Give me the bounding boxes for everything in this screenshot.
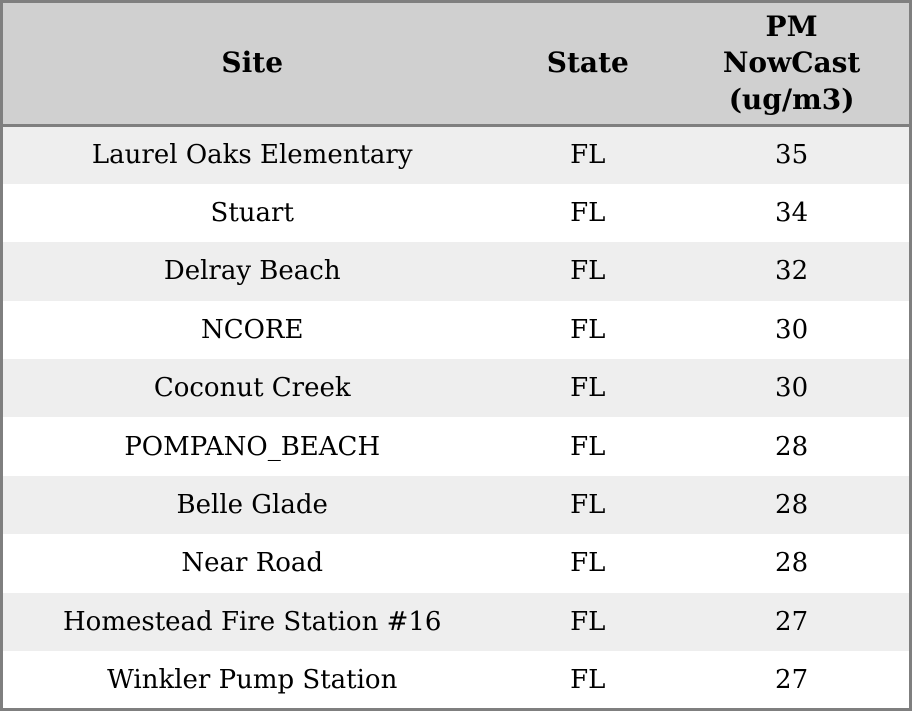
site-cell: POMPANO_BEACH — [124, 431, 381, 462]
table-row: POMPANO_BEACH FL 28 — [1, 417, 911, 476]
site-cell: NCORE — [200, 314, 304, 345]
state-cell: FL — [570, 548, 606, 579]
site-cell: Homestead Fire Station #16 — [63, 606, 442, 637]
state-cell: FL — [570, 256, 606, 287]
state-cell: FL — [570, 314, 606, 345]
col-header-site: Site — [1, 1, 502, 127]
table-row: Winkler Pump Station FL 27 — [1, 651, 911, 710]
pm-cell: 28 — [775, 431, 809, 462]
table-row: Belle Glade FL 28 — [1, 475, 911, 535]
col-header-state: State — [501, 1, 675, 127]
col-header-pm-nowcast-label: PM NowCast (ug/m3) — [722, 9, 861, 116]
table-row: Near Road FL 28 — [1, 534, 911, 593]
state-cell: FL — [570, 431, 606, 462]
pm-cell: 28 — [775, 548, 809, 579]
pm-cell: 32 — [775, 256, 809, 287]
table-row: Coconut Creek FL 30 — [1, 359, 911, 418]
pm-cell: 30 — [775, 373, 809, 404]
state-cell: FL — [570, 606, 606, 637]
state-cell: FL — [570, 198, 606, 229]
table-row: NCORE FL 30 — [1, 300, 911, 360]
site-cell: Winkler Pump Station — [107, 664, 398, 695]
table-row: Laurel Oaks Elementary FL 35 — [1, 125, 911, 184]
state-cell: FL — [570, 490, 606, 521]
pm-cell: 30 — [775, 314, 809, 345]
pm-cell: 27 — [775, 606, 809, 637]
header-row: Site State PM NowCast (ug/m3) — [1, 1, 911, 127]
site-cell: Stuart — [210, 198, 294, 229]
site-cell: Belle Glade — [176, 490, 328, 521]
site-cell: Delray Beach — [163, 256, 341, 287]
site-cell: Laurel Oaks Elementary — [91, 140, 413, 171]
pm-cell: 28 — [775, 490, 809, 521]
pm-cell: 35 — [775, 140, 809, 171]
col-header-state-label: State — [546, 46, 629, 80]
site-cell: Near Road — [181, 548, 324, 579]
pm-cell: 34 — [775, 198, 809, 229]
pm-cell: 27 — [775, 664, 809, 695]
state-cell: FL — [570, 373, 606, 404]
site-cell: Coconut Creek — [153, 373, 351, 404]
state-cell: FL — [570, 140, 606, 171]
state-cell: FL — [570, 664, 606, 695]
col-header-site-label: Site — [221, 46, 284, 80]
col-header-pm-nowcast: PM NowCast (ug/m3) — [674, 1, 911, 127]
table-row: Homestead Fire Station #16 FL 27 — [1, 592, 911, 652]
table-row: Delray Beach FL 32 — [1, 242, 911, 301]
table-row: Stuart FL 34 — [1, 183, 911, 243]
